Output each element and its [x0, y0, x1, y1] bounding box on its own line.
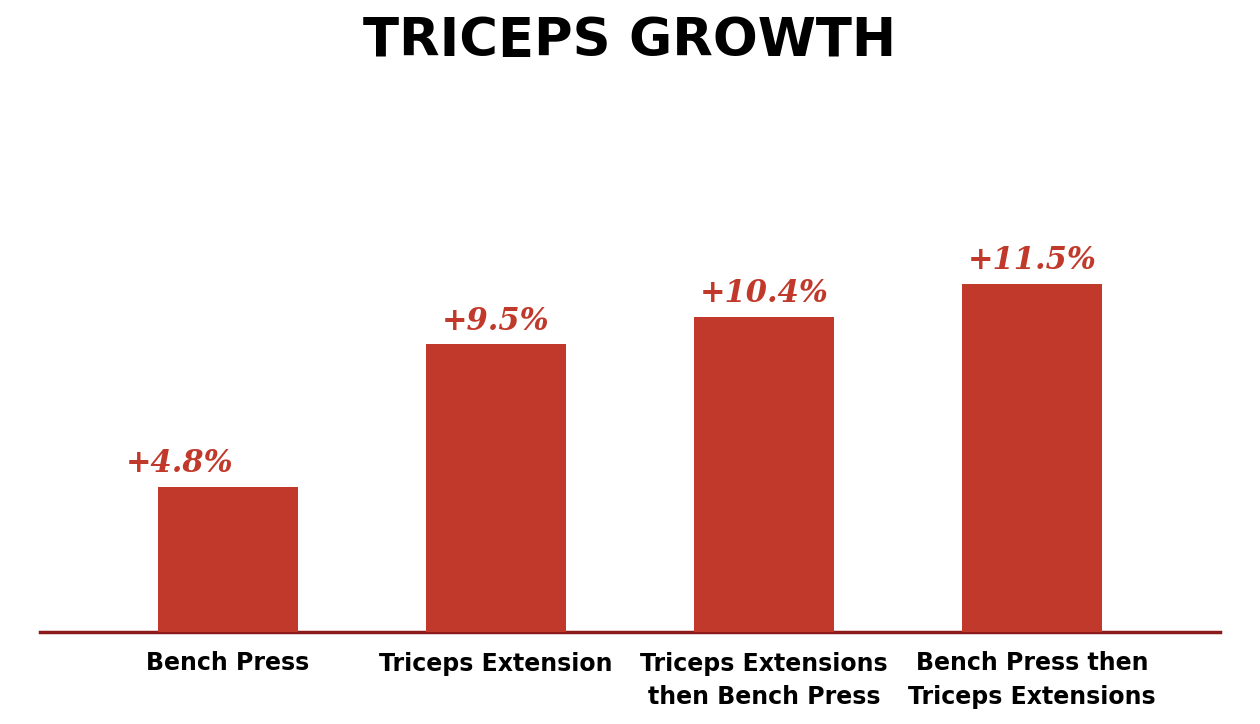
- Bar: [963, 284, 1101, 632]
- Bar: [159, 487, 297, 632]
- Text: +10.4%: +10.4%: [699, 278, 829, 309]
- Bar: [694, 317, 834, 632]
- Bar: [426, 344, 566, 632]
- Title: TRICEPS GROWTH: TRICEPS GROWTH: [363, 15, 897, 67]
- Text: +9.5%: +9.5%: [442, 306, 549, 337]
- Text: +11.5%: +11.5%: [968, 245, 1096, 276]
- Text: +4.8%: +4.8%: [126, 448, 233, 479]
